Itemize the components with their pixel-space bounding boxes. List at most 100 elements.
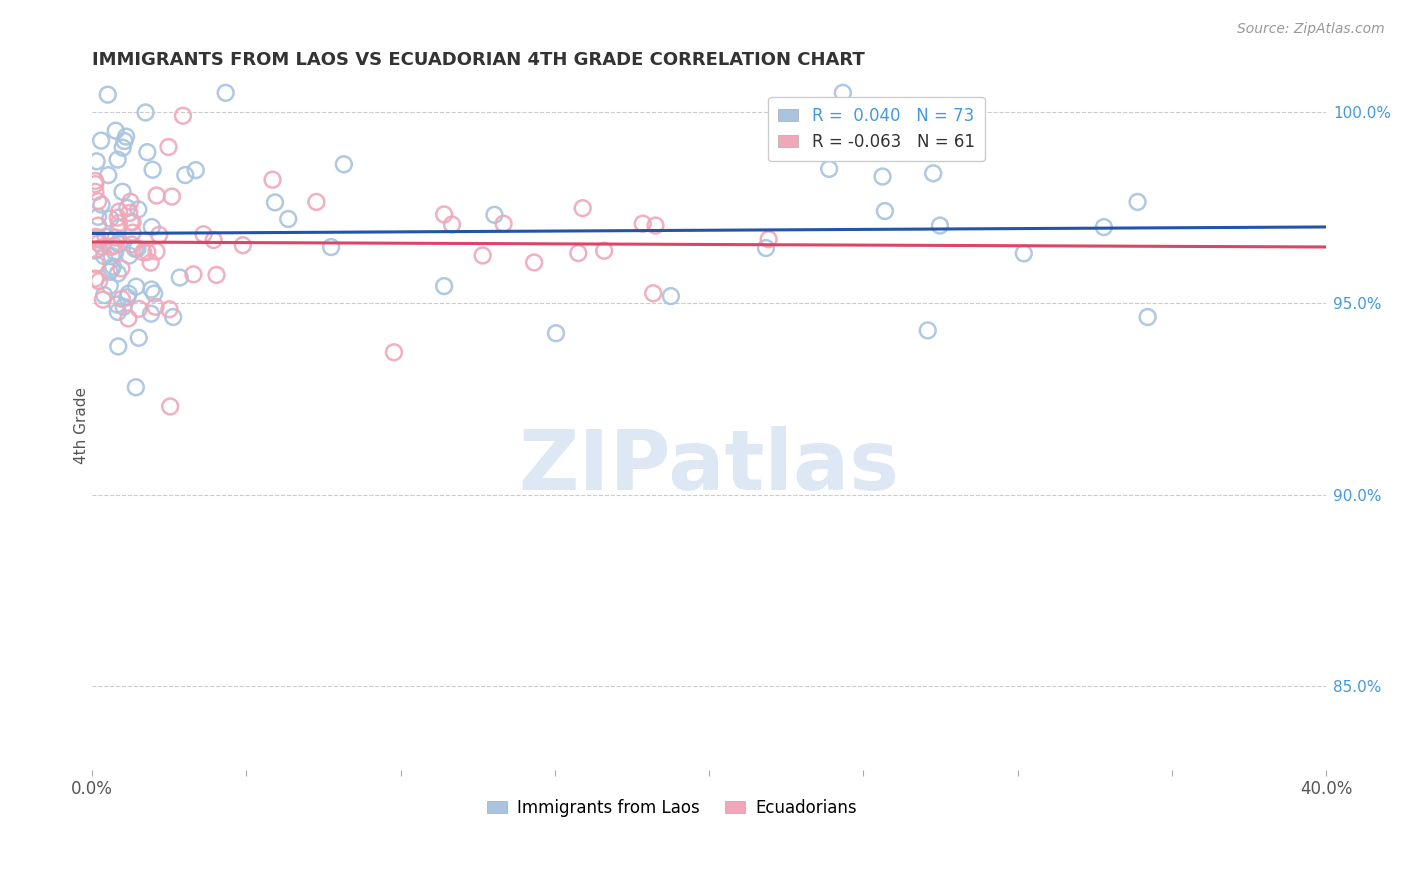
Text: Source: ZipAtlas.com: Source: ZipAtlas.com: [1237, 22, 1385, 37]
Point: [100, 249, 122, 263]
Point: [121, 237, 143, 252]
Point: [112, 300, 135, 314]
Point: [205, 268, 228, 282]
Point: [145, 300, 167, 314]
Point: [818, 161, 841, 176]
Text: IMMIGRANTS FROM LAOS VS ECUADORIAN 4TH GRADE CORRELATION CHART: IMMIGRANTS FROM LAOS VS ECUADORIAN 4TH G…: [93, 51, 865, 69]
Point: [87, 194, 110, 209]
Point: [98, 278, 121, 293]
Point: [141, 220, 163, 235]
Point: [87, 210, 110, 224]
Point: [100, 240, 122, 254]
Point: [440, 218, 463, 232]
Point: [104, 124, 127, 138]
Point: [872, 169, 894, 184]
Point: [162, 310, 184, 324]
Point: [107, 221, 129, 235]
Point: [117, 311, 139, 326]
Point: [87, 232, 110, 246]
Point: [93, 249, 115, 263]
Point: [139, 255, 162, 269]
Point: [97, 168, 120, 182]
Point: [118, 206, 141, 220]
Point: [145, 244, 167, 259]
Point: [107, 211, 129, 225]
Point: [121, 226, 143, 240]
Point: [118, 249, 141, 263]
Point: [84, 178, 107, 192]
Point: [1126, 194, 1149, 209]
Point: [91, 293, 114, 307]
Point: [128, 301, 150, 316]
Point: [141, 283, 163, 297]
Point: [567, 246, 589, 260]
Point: [157, 302, 180, 317]
Point: [120, 194, 142, 209]
Point: [382, 345, 405, 359]
Text: ZIPatlas: ZIPatlas: [519, 426, 900, 508]
Legend: Immigrants from Laos, Ecuadorians: Immigrants from Laos, Ecuadorians: [481, 792, 863, 823]
Point: [84, 185, 107, 199]
Point: [136, 245, 159, 260]
Point: [232, 238, 254, 252]
Point: [100, 261, 122, 276]
Point: [84, 271, 107, 285]
Point: [184, 163, 207, 178]
Point: [90, 134, 112, 148]
Point: [277, 211, 299, 226]
Point: [108, 216, 131, 230]
Point: [142, 162, 165, 177]
Point: [84, 174, 107, 188]
Point: [831, 86, 853, 100]
Point: [104, 230, 127, 244]
Point: [111, 185, 134, 199]
Point: [1136, 310, 1159, 324]
Point: [105, 297, 128, 311]
Point: [86, 154, 108, 169]
Point: [103, 238, 125, 252]
Point: [84, 257, 107, 271]
Point: [215, 86, 238, 100]
Point: [433, 207, 456, 221]
Point: [107, 267, 129, 281]
Point: [148, 227, 170, 242]
Point: [125, 279, 148, 293]
Point: [94, 229, 117, 244]
Point: [120, 215, 142, 229]
Point: [87, 236, 110, 251]
Point: [922, 166, 945, 180]
Point: [84, 230, 107, 244]
Point: [471, 248, 494, 262]
Point: [917, 323, 939, 337]
Point: [98, 265, 121, 279]
Point: [135, 105, 157, 120]
Point: [84, 232, 107, 246]
Point: [110, 261, 132, 276]
Point: [643, 286, 665, 301]
Point: [873, 204, 896, 219]
Point: [593, 244, 616, 258]
Point: [127, 202, 149, 217]
Point: [183, 268, 205, 282]
Point: [172, 109, 194, 123]
Point: [433, 279, 456, 293]
Point: [117, 290, 139, 304]
Point: [115, 129, 138, 144]
Point: [107, 339, 129, 353]
Point: [319, 240, 342, 254]
Point: [87, 219, 110, 233]
Point: [108, 237, 131, 252]
Point: [544, 326, 567, 341]
Point: [659, 289, 682, 303]
Point: [101, 260, 124, 274]
Point: [107, 305, 129, 319]
Point: [333, 157, 356, 171]
Point: [571, 201, 593, 215]
Point: [87, 274, 110, 288]
Point: [202, 233, 225, 247]
Point: [111, 292, 134, 306]
Point: [758, 232, 780, 246]
Point: [117, 201, 139, 215]
Point: [143, 286, 166, 301]
Point: [125, 380, 148, 394]
